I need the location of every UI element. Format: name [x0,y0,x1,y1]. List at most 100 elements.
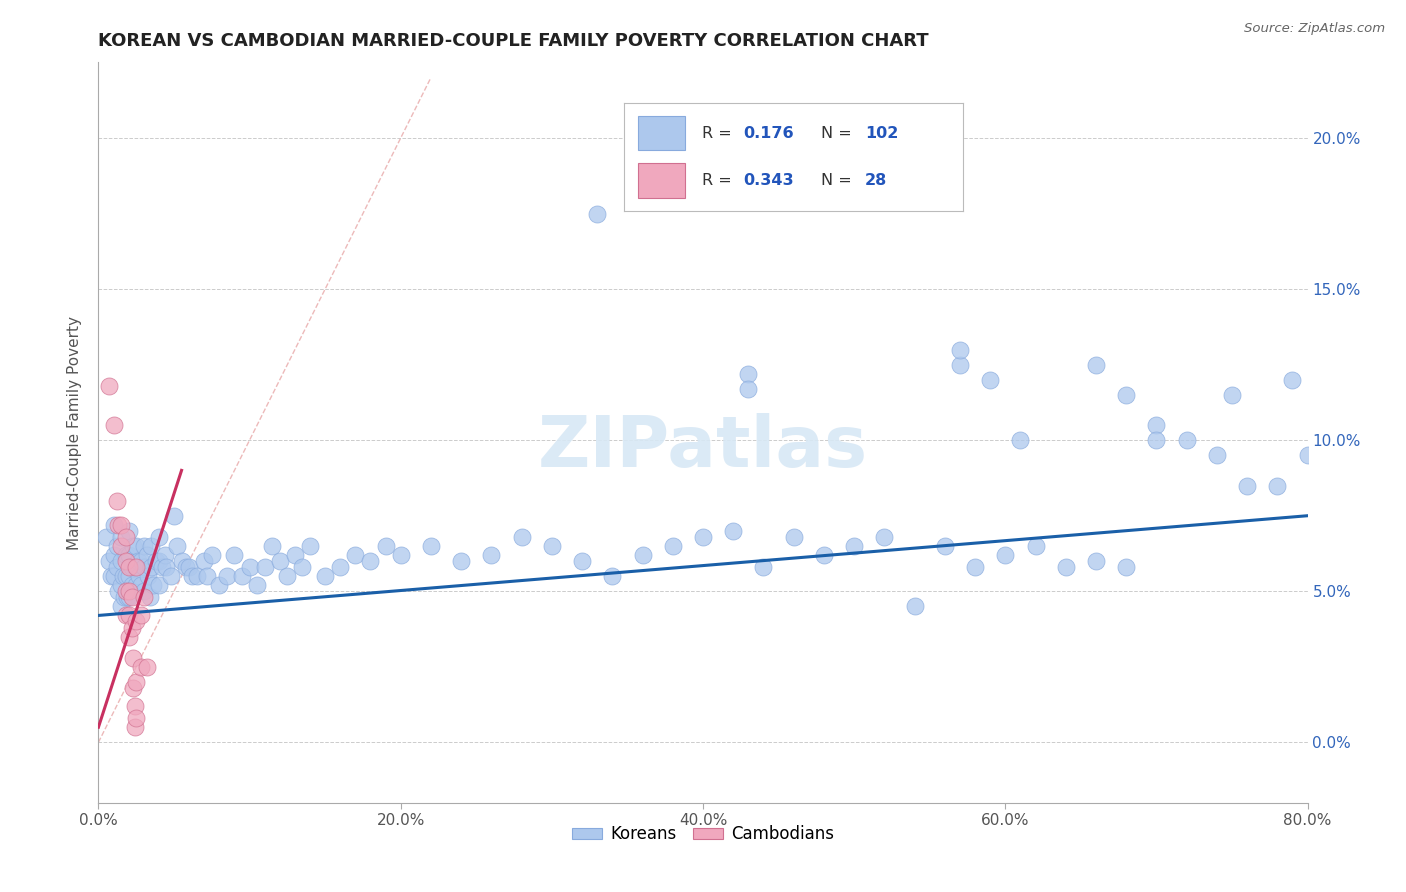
Point [481,548,503,562]
Point [128,569,150,583]
Point [103,517,125,532]
Point [602,569,624,583]
Point [239,560,262,574]
Point [114,569,136,583]
Point [114,548,136,562]
Point [314,569,336,583]
Point [208,578,231,592]
Point [949,343,972,357]
Point [934,539,956,553]
Point [118,524,141,538]
Point [979,373,1001,387]
Point [125,615,148,629]
Point [118,608,141,623]
Point [105,560,128,574]
Point [124,720,146,734]
Point [160,569,183,583]
Point [1220,388,1243,402]
Point [142,578,165,592]
Point [344,548,367,562]
Point [844,539,866,553]
Point [949,358,972,372]
Point [141,539,163,553]
Point [118,569,141,583]
Point [737,382,759,396]
Point [155,560,177,574]
Point [723,524,745,538]
Point [129,660,152,674]
Point [389,548,412,562]
Point [965,560,987,574]
Point [783,530,806,544]
Point [163,508,186,523]
Point [994,548,1017,562]
Point [692,530,714,544]
Point [269,554,291,568]
Point [145,554,167,568]
Point [253,560,276,574]
Point [195,569,218,583]
Point [1281,373,1303,387]
Point [571,554,593,568]
Point [98,554,121,568]
Point [1175,433,1198,447]
Point [129,578,152,592]
Point [129,608,152,623]
Point [737,367,759,381]
Point [121,621,143,635]
Point [136,569,159,583]
Point [174,560,197,574]
Point [276,569,298,583]
Point [118,560,141,574]
Point [124,560,146,574]
Point [450,554,472,568]
Point [1206,448,1229,462]
Point [141,560,163,574]
Point [661,539,683,553]
Point [139,591,162,605]
Point [132,591,155,605]
Point [125,560,148,574]
Point [110,578,132,592]
Point [110,599,132,614]
Point [105,539,128,553]
Point [1144,418,1167,433]
Point [105,493,128,508]
Point [122,681,145,695]
Point [125,539,148,553]
Point [1115,560,1137,574]
Point [291,560,314,574]
Point [170,554,193,568]
Point [110,539,132,553]
Point [125,560,148,574]
Point [125,711,148,725]
Point [127,554,149,568]
Point [148,530,170,544]
Point [94,530,117,544]
Point [201,548,224,562]
Point [125,578,148,592]
Point [224,548,246,562]
Point [586,206,609,220]
Point [540,539,562,553]
Point [111,569,134,583]
Point [510,530,533,544]
Point [121,591,143,605]
Point [132,584,155,599]
Point [121,560,143,574]
Point [132,539,155,553]
Point [100,569,122,583]
Point [631,548,654,562]
Point [118,548,141,562]
Point [135,548,157,562]
Point [1144,433,1167,447]
Legend: Koreans, Cambodians: Koreans, Cambodians [565,819,841,850]
Point [360,554,382,568]
Point [110,554,132,568]
Point [420,539,443,553]
Text: KOREAN VS CAMBODIAN MARRIED-COUPLE FAMILY POVERTY CORRELATION CHART: KOREAN VS CAMBODIAN MARRIED-COUPLE FAMIL… [98,32,929,50]
Point [215,569,238,583]
Point [1010,433,1032,447]
Point [107,517,129,532]
Point [1054,560,1077,574]
